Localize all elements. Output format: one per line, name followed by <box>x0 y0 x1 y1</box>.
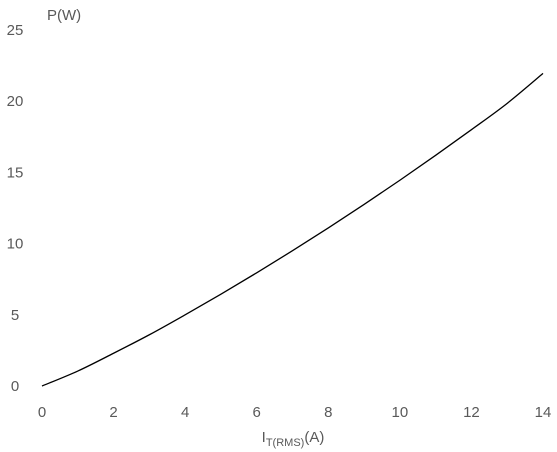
x-tick-label: 4 <box>181 404 189 421</box>
x-tick-label: 6 <box>253 404 261 421</box>
x-axis-label-subscript: T(RMS) <box>266 437 305 449</box>
x-tick-label: 8 <box>324 404 332 421</box>
x-axis-ticks: 0 2 4 6 8 10 12 14 <box>38 404 552 421</box>
y-tick-label: 20 <box>7 93 24 110</box>
y-axis-label: P(W) <box>47 7 81 24</box>
x-axis-label: IT(RMS)(A) <box>262 429 325 449</box>
y-tick-label: 15 <box>7 164 24 181</box>
x-tick-label: 2 <box>109 404 117 421</box>
x-axis-label-main: I <box>262 429 266 446</box>
y-tick-label: 0 <box>11 378 19 395</box>
y-axis-ticks: 0 5 10 15 20 25 <box>7 22 24 395</box>
x-axis-label-unit: (A) <box>304 429 324 446</box>
y-tick-label: 5 <box>11 307 19 324</box>
x-tick-label: 12 <box>463 404 480 421</box>
x-tick-label: 0 <box>38 404 46 421</box>
y-tick-label: 25 <box>7 22 24 39</box>
x-tick-label: 14 <box>535 404 552 421</box>
series-line <box>41 72 544 387</box>
y-tick-label: 10 <box>7 236 24 253</box>
x-tick-label: 10 <box>392 404 409 421</box>
